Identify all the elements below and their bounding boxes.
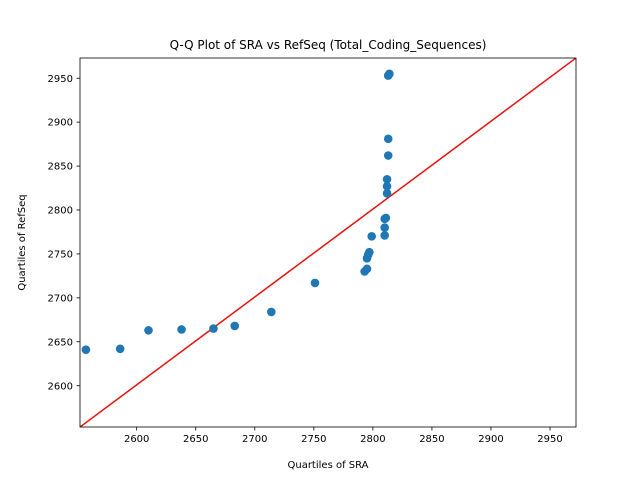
y-tick-label: 2650	[48, 337, 73, 348]
x-tick-label: 2800	[360, 434, 385, 445]
data-point	[267, 307, 276, 317]
y-axis: 2600 2650 2700 2750 2800 2850 2900 2950	[48, 74, 80, 392]
data-point	[382, 181, 392, 191]
reference-line-layer	[80, 58, 576, 427]
y-tick-label: 2850	[48, 162, 73, 173]
data-point	[380, 231, 389, 240]
data-point	[385, 69, 394, 79]
x-tick-label: 2750	[301, 434, 326, 445]
x-axis: 2600 2650 2700 2750 2800 2850 2900 2950	[124, 427, 563, 445]
data-point	[209, 324, 218, 333]
data-point	[362, 264, 372, 274]
y-tick-label: 2900	[48, 118, 73, 129]
y-tick-label: 2750	[48, 250, 73, 261]
y-axis-title: Quartiles of RefSeq	[17, 194, 28, 290]
data-point	[177, 325, 186, 334]
data-point	[310, 278, 320, 288]
y-tick-label: 2600	[48, 381, 73, 392]
x-tick-label: 2950	[537, 434, 562, 445]
data-point	[81, 345, 91, 354]
data-point	[367, 232, 376, 241]
y-tick-label: 2950	[48, 74, 73, 85]
y-tick-label: 2800	[48, 206, 73, 217]
points-layer	[81, 69, 394, 354]
data-point	[383, 151, 393, 160]
data-point	[383, 134, 393, 144]
x-tick-label: 2900	[478, 434, 503, 445]
reference-line	[80, 58, 576, 427]
data-point	[365, 247, 374, 257]
x-tick-label: 2650	[183, 434, 208, 445]
y-tick-label: 2700	[48, 293, 73, 304]
chart-title: Q-Q Plot of SRA vs RefSeq (Total_Coding_…	[170, 38, 487, 52]
plot-frame	[79, 57, 577, 428]
data-point	[381, 213, 391, 223]
data-point	[230, 321, 240, 331]
x-tick-label: 2850	[419, 434, 444, 445]
data-point	[115, 344, 125, 354]
data-point	[382, 174, 392, 184]
x-tick-label: 2700	[242, 434, 267, 445]
x-tick-label: 2600	[124, 434, 149, 445]
data-point	[382, 189, 392, 198]
data-point	[144, 326, 153, 335]
x-axis-title: Quartiles of SRA	[287, 460, 368, 471]
data-point	[380, 223, 389, 232]
